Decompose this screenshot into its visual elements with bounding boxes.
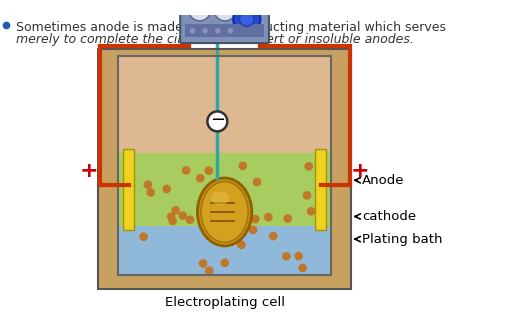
Circle shape [225,184,232,192]
Circle shape [190,28,195,34]
Circle shape [198,215,205,222]
Circle shape [183,167,190,174]
Circle shape [304,192,311,199]
Text: Anode: Anode [355,174,404,187]
Circle shape [210,187,217,195]
Circle shape [234,237,241,244]
Circle shape [270,232,277,240]
Text: cathode: cathode [355,210,416,223]
Polygon shape [118,226,331,275]
Circle shape [140,233,147,240]
Polygon shape [118,153,331,226]
Circle shape [249,226,257,233]
Circle shape [284,215,291,222]
Bar [315,148,326,230]
Circle shape [283,253,290,260]
Circle shape [172,207,179,214]
Circle shape [207,220,214,227]
Circle shape [239,162,246,169]
Bar [123,148,134,230]
Circle shape [295,252,302,260]
Circle shape [205,267,213,274]
Circle shape [212,228,220,235]
Circle shape [252,0,261,3]
Ellipse shape [198,178,252,246]
Circle shape [265,214,272,221]
Circle shape [308,208,315,215]
Circle shape [215,28,221,34]
Text: merely to complete the circuit, called inert or insoluble anodes.: merely to complete the circuit, called i… [16,33,414,46]
Circle shape [253,179,261,186]
Bar [185,25,264,37]
Text: +: + [79,161,98,181]
Circle shape [240,12,254,26]
Circle shape [199,260,207,267]
Circle shape [214,188,221,195]
Text: Plating bath: Plating bath [355,232,443,246]
Circle shape [147,189,154,196]
Circle shape [179,212,186,219]
Circle shape [228,28,233,34]
Circle shape [245,209,252,217]
Circle shape [214,0,236,21]
Circle shape [233,6,261,33]
Circle shape [238,241,245,249]
Circle shape [225,190,232,198]
Text: +: + [351,161,370,181]
Circle shape [221,259,228,267]
Ellipse shape [201,181,248,242]
Circle shape [197,175,204,182]
Circle shape [169,217,176,224]
Circle shape [189,0,210,21]
Polygon shape [98,49,351,289]
FancyBboxPatch shape [180,0,269,43]
Text: Electroplating cell: Electroplating cell [164,296,285,309]
Circle shape [207,112,227,131]
Circle shape [202,28,208,34]
Circle shape [167,213,175,220]
Circle shape [205,167,212,174]
Circle shape [251,215,259,223]
Text: −: − [210,112,225,129]
Text: Sometimes anode is made up of a conducting material which serves: Sometimes anode is made up of a conducti… [16,21,446,34]
Circle shape [299,265,306,272]
Circle shape [305,163,312,170]
Circle shape [186,216,194,223]
Ellipse shape [211,192,229,205]
Circle shape [144,181,152,188]
Circle shape [163,185,170,193]
Polygon shape [118,56,331,153]
